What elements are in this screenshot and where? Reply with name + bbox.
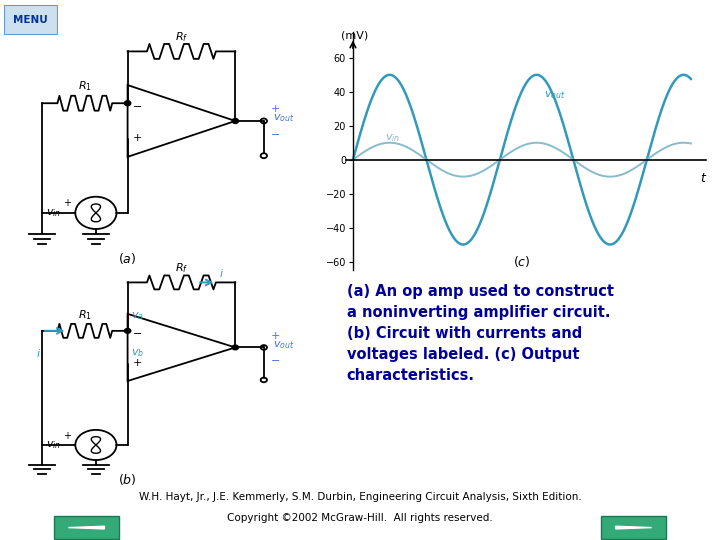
Circle shape [232,345,238,350]
Text: Copyright ©2002 McGraw-Hill.  All rights reserved.: Copyright ©2002 McGraw-Hill. All rights … [227,513,493,523]
Circle shape [232,118,238,124]
Text: $i$: $i$ [37,347,41,359]
Text: $-$: $-$ [132,100,143,110]
FancyBboxPatch shape [4,5,58,35]
FancyBboxPatch shape [601,516,666,539]
Text: $+$: $+$ [270,330,280,341]
Text: $-$: $-$ [132,327,143,338]
Polygon shape [616,526,652,529]
Text: $v_{in}$: $v_{in}$ [385,132,400,144]
Text: $+$: $+$ [132,357,143,368]
FancyBboxPatch shape [54,516,119,539]
Circle shape [125,101,131,106]
Text: (a) An op amp used to construct
a noninverting amplifier circuit.
(b) Circuit wi: (a) An op amp used to construct a noninv… [347,284,613,383]
Text: $R_f$: $R_f$ [175,30,188,44]
Text: (mV): (mV) [341,31,369,41]
Text: $+$: $+$ [63,430,72,441]
Text: $(b)$: $(b)$ [118,472,137,488]
Text: $v_a$: $v_a$ [131,310,143,321]
Text: $t$: $t$ [701,172,708,185]
Text: $v_{out}$: $v_{out}$ [274,112,295,124]
Text: $+$: $+$ [132,132,143,143]
Text: $(a)$: $(a)$ [118,251,137,266]
Text: $+$: $+$ [270,103,280,114]
Circle shape [125,328,131,333]
Text: $(c)$: $(c)$ [513,254,531,269]
Text: $v_{in}$: $v_{in}$ [45,439,60,451]
Text: $R_1$: $R_1$ [78,79,91,93]
Text: $+$: $+$ [63,198,72,208]
Polygon shape [68,526,104,529]
Text: $v_{out}$: $v_{out}$ [274,339,295,351]
Text: MENU: MENU [13,15,48,25]
Text: $v_{out}$: $v_{out}$ [544,89,565,101]
Text: $v_b$: $v_b$ [131,348,144,360]
Text: $R_f$: $R_f$ [175,262,188,275]
Text: $-$: $-$ [270,354,280,364]
Text: W.H. Hayt, Jr., J.E. Kemmerly, S.M. Durbin, Engineering Circuit Analysis, Sixth : W.H. Hayt, Jr., J.E. Kemmerly, S.M. Durb… [139,492,581,503]
Text: $v_{in}$: $v_{in}$ [45,207,60,219]
Text: $-$: $-$ [270,129,280,138]
Text: $R_1$: $R_1$ [78,308,91,321]
Text: $i$: $i$ [220,267,225,279]
